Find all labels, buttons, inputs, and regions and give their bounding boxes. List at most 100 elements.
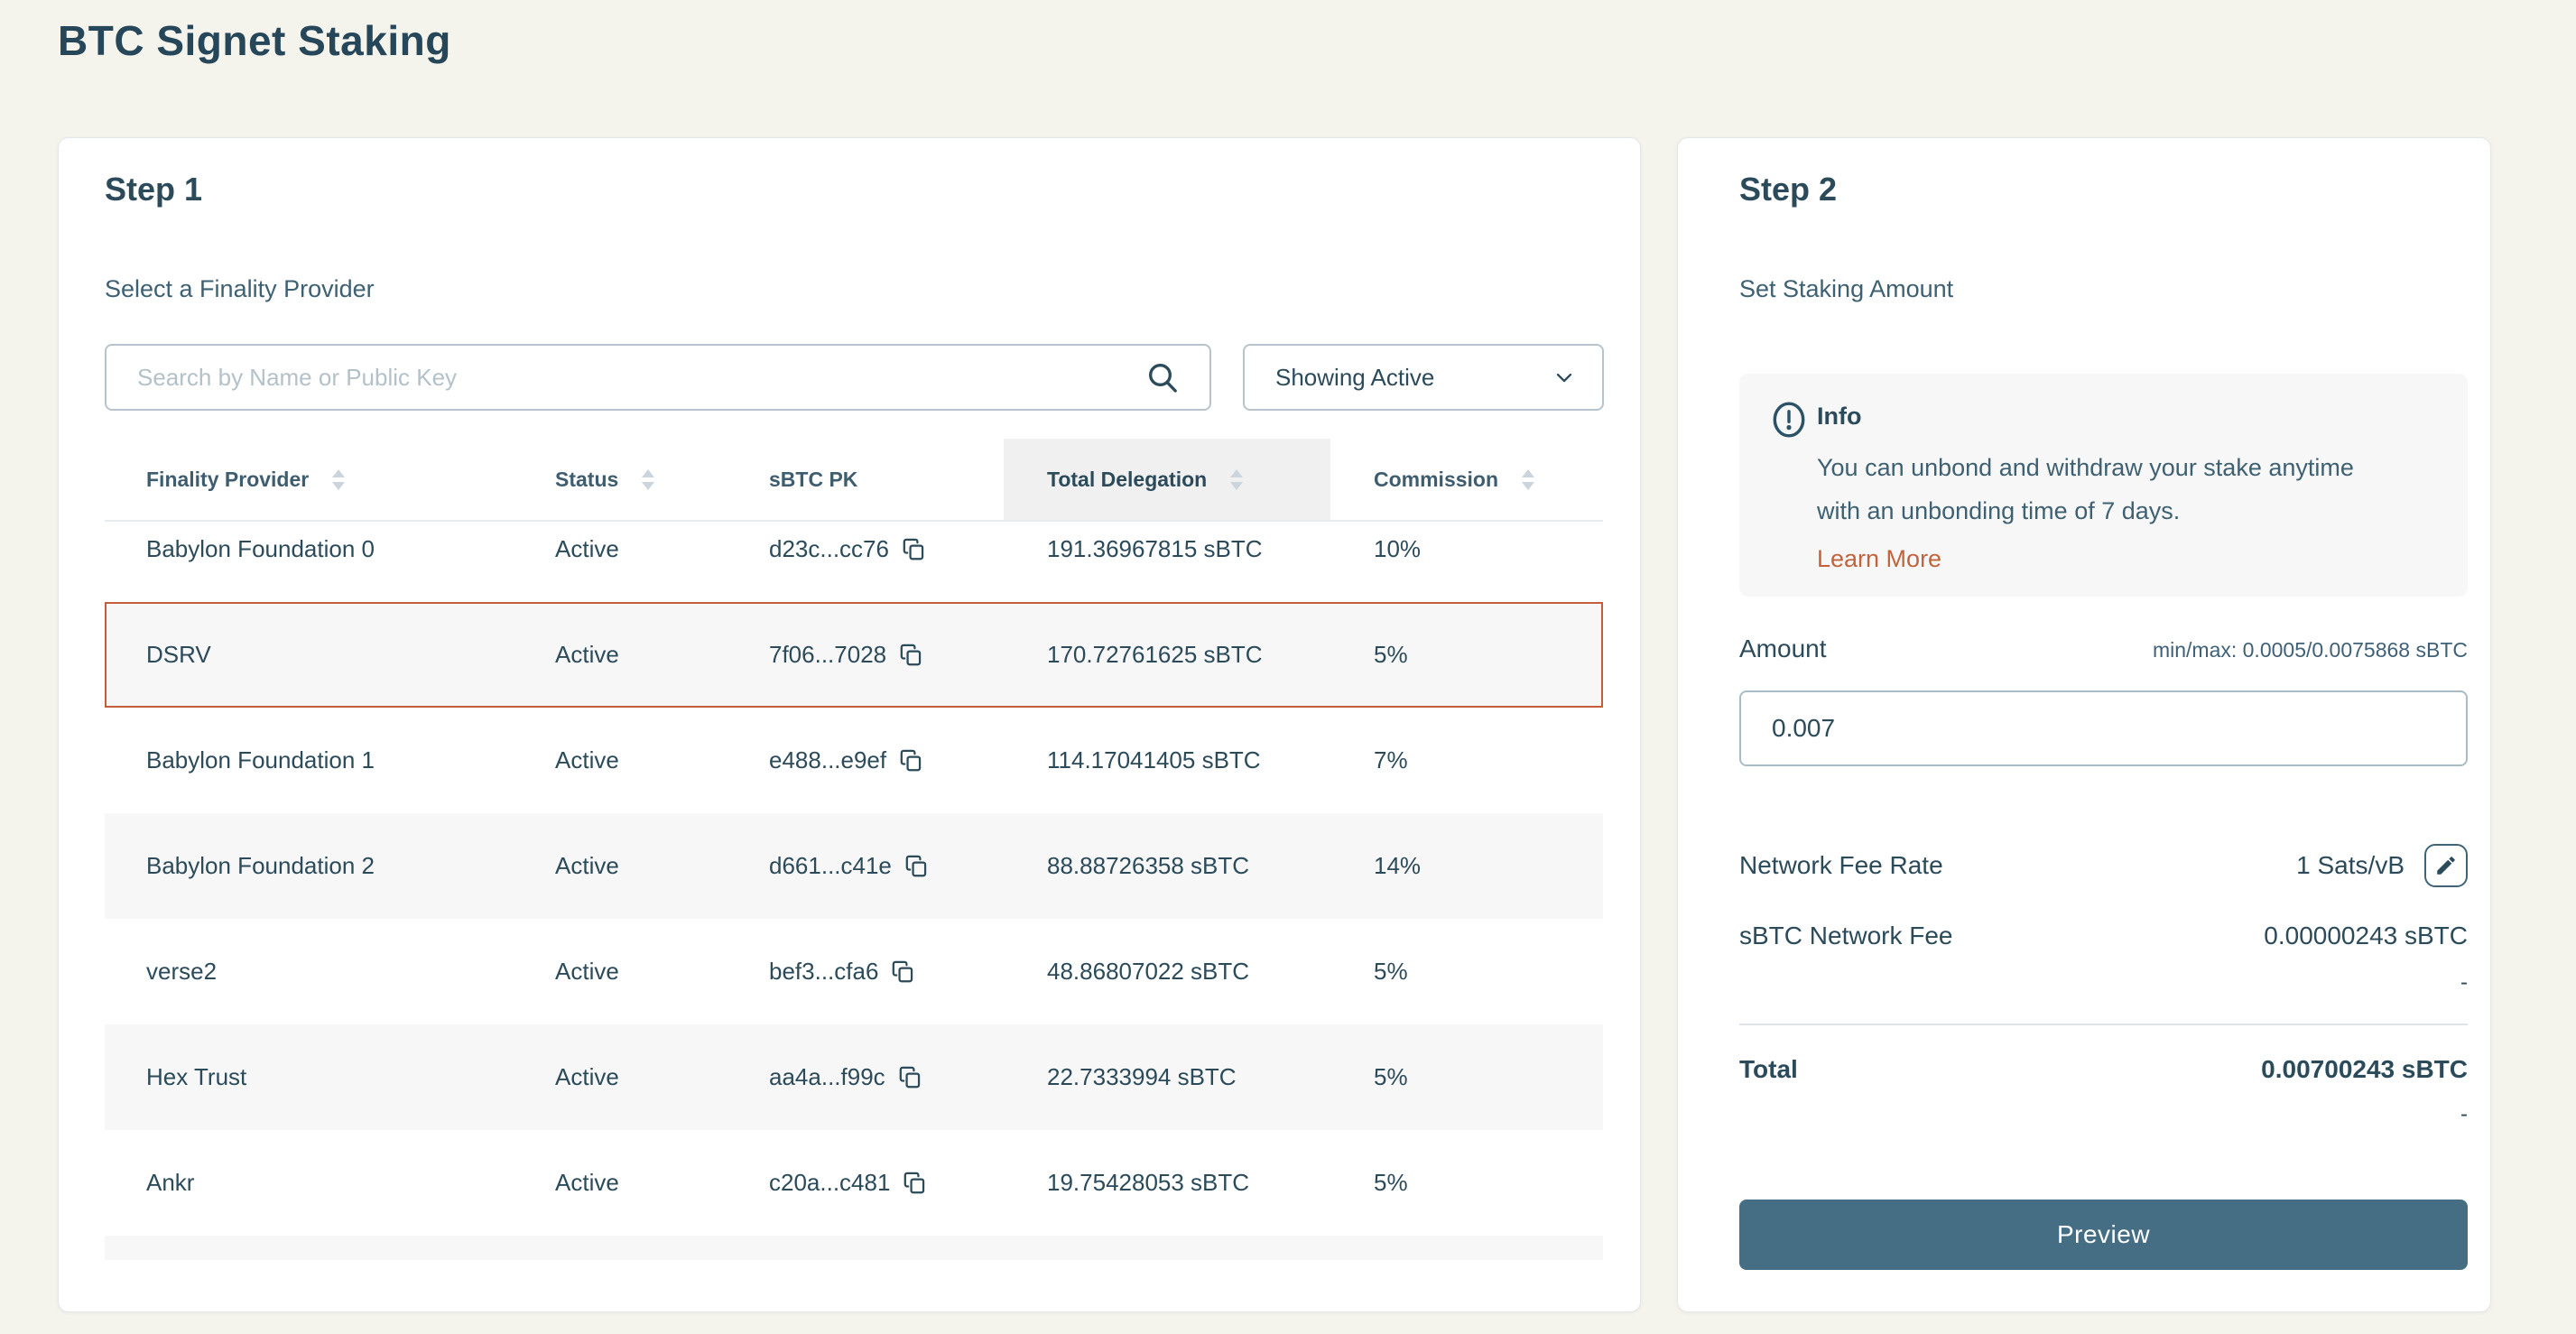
- column-label: sBTC PK: [769, 467, 858, 491]
- amount-label-row: Amount min/max: 0.0005/0.0075868 sBTC: [1739, 635, 2468, 663]
- provider-name: verse2: [146, 958, 218, 985]
- amount-minmax: min/max: 0.0005/0.0075868 sBTC: [2152, 638, 2468, 662]
- provider-status: Active: [555, 852, 619, 879]
- provider-pk-cell: d23c...cc76: [769, 535, 1004, 563]
- provider-row[interactable]: Babylon Foundation 2 Active d661...c41e …: [105, 813, 1603, 919]
- provider-total-delegation: 170.72761625 sBTC: [1047, 641, 1263, 668]
- sort-arrows-icon[interactable]: [332, 468, 346, 490]
- provider-row[interactable]: Babylon Foundation 0 Active d23c...cc76 …: [105, 522, 1603, 602]
- copy-icon[interactable]: [899, 748, 923, 773]
- provider-pk: d661...c41e: [769, 852, 892, 879]
- info-title: Info: [1817, 403, 1862, 430]
- total-row: Total 0.00700243 sBTC: [1739, 1055, 2468, 1084]
- page-title: BTC Signet Staking: [58, 17, 451, 64]
- pencil-icon: [2437, 857, 2455, 875]
- provider-status: Active: [555, 641, 619, 668]
- sort-arrows-icon[interactable]: [1230, 468, 1244, 490]
- provider-row[interactable]: Hex Trust Active aa4a...f99c 22.7333994 …: [105, 1024, 1603, 1130]
- search-box: [105, 344, 1211, 411]
- copy-icon[interactable]: [891, 959, 915, 984]
- copy-icon[interactable]: [898, 1065, 922, 1089]
- provider-status: Active: [555, 746, 619, 774]
- amount-input[interactable]: [1739, 690, 2468, 766]
- network-fee-rate-row: Network Fee Rate 1 Sats/vB: [1739, 844, 2468, 887]
- provider-total-delegation: 22.7333994 sBTC: [1047, 1063, 1237, 1090]
- total-label: Total: [1739, 1055, 1798, 1083]
- provider-commission: 7%: [1374, 746, 1408, 774]
- provider-commission: 14%: [1374, 852, 1422, 879]
- total-value: 0.00700243 sBTC: [2261, 1055, 2468, 1083]
- provider-pk: c20a...c481: [769, 1169, 891, 1196]
- provider-name: Ankr: [146, 1169, 195, 1196]
- info-box: Info You can unbond and withdraw your st…: [1739, 374, 2468, 597]
- sbtc-network-fee-value: 0.00000243 sBTC: [2264, 922, 2468, 950]
- column-header-finality-provider[interactable]: Finality Provider: [146, 439, 555, 520]
- sort-arrows-icon[interactable]: [642, 468, 655, 490]
- provider-pk-cell: bef3...cfa6: [769, 958, 1004, 986]
- provider-commission: 5%: [1374, 1169, 1408, 1196]
- provider-row[interactable]: Babylon Foundation 1 Active e488...e9ef …: [105, 708, 1603, 813]
- column-label: Total Delegation: [1047, 467, 1208, 491]
- copy-icon[interactable]: [902, 537, 926, 561]
- provider-commission: 5%: [1374, 1063, 1408, 1090]
- provider-pk: aa4a...f99c: [769, 1063, 885, 1090]
- provider-status: Active: [555, 958, 619, 985]
- provider-row[interactable]: DSRV Active 7f06...7028 170.72761625 sBT…: [105, 602, 1603, 708]
- step1-heading: Step 1: [105, 171, 203, 208]
- provider-pk-cell: d661...c41e: [769, 852, 1004, 880]
- provider-status: Active: [555, 535, 619, 562]
- column-label: Status: [555, 467, 619, 491]
- provider-row[interactable]: verse2 Active bef3...cfa6 48.86807022 sB…: [105, 919, 1603, 1024]
- sort-arrows-icon[interactable]: [1522, 468, 1535, 490]
- edit-fee-rate-button[interactable]: [2424, 844, 2468, 887]
- provider-pk-cell: c20a...c481: [769, 1169, 1004, 1197]
- provider-pk: 7f06...7028: [769, 641, 887, 668]
- copy-icon[interactable]: [903, 1171, 927, 1195]
- provider-name: Hex Trust: [146, 1063, 247, 1090]
- status-filter-dropdown[interactable]: Showing Active: [1243, 344, 1604, 411]
- network-fee-rate-value: 1 Sats/vB: [2296, 851, 2405, 879]
- provider-name: Babylon Foundation 2: [146, 852, 375, 879]
- info-body: You can unbond and withdraw your stake a…: [1817, 454, 2354, 524]
- chevron-down-icon: [1556, 373, 1572, 383]
- provider-name: Babylon Foundation 0: [146, 535, 375, 562]
- provider-commission: 10%: [1374, 535, 1422, 562]
- amount-label: Amount: [1739, 635, 1827, 662]
- sbtc-network-fee-secondary: -: [2460, 970, 2468, 995]
- column-header-status[interactable]: Status: [555, 439, 769, 520]
- sbtc-network-fee-row: sBTC Network Fee 0.00000243 sBTC: [1739, 922, 2468, 950]
- preview-button[interactable]: Preview: [1739, 1200, 2468, 1270]
- total-secondary: -: [2460, 1102, 2468, 1126]
- search-input[interactable]: [107, 363, 1144, 392]
- provider-pk-cell: 7f06...7028: [769, 641, 1004, 669]
- search-icon[interactable]: [1144, 359, 1181, 395]
- provider-status: Active: [555, 1169, 619, 1196]
- column-header-commission[interactable]: Commission: [1330, 439, 1603, 520]
- step1-subheading: Select a Finality Provider: [105, 275, 375, 302]
- column-header-sbtc-pk: sBTC PK: [769, 439, 1004, 520]
- network-fee-rate-label: Network Fee Rate: [1739, 851, 1943, 879]
- total-divider: [1739, 1024, 2468, 1025]
- learn-more-link[interactable]: Learn More: [1817, 545, 1942, 572]
- info-icon: [1773, 402, 1805, 438]
- provider-pk: d23c...cc76: [769, 535, 889, 562]
- provider-row-partial[interactable]: [105, 1236, 1603, 1260]
- provider-total-delegation: 114.17041405 sBTC: [1047, 746, 1261, 774]
- column-label: Finality Provider: [146, 467, 310, 491]
- column-label: Commission: [1374, 467, 1499, 491]
- column-header-total-delegation[interactable]: Total Delegation: [1004, 439, 1330, 520]
- provider-pk-cell: aa4a...f99c: [769, 1063, 1004, 1091]
- provider-total-delegation: 19.75428053 sBTC: [1047, 1169, 1250, 1196]
- provider-pk: bef3...cfa6: [769, 958, 879, 985]
- provider-commission: 5%: [1374, 958, 1408, 985]
- provider-pk: e488...e9ef: [769, 746, 887, 774]
- provider-name: Babylon Foundation 1: [146, 746, 375, 774]
- provider-row[interactable]: Ankr Active c20a...c481 19.75428053 sBTC…: [105, 1130, 1603, 1236]
- copy-icon[interactable]: [904, 854, 929, 878]
- step2-card: Step 2 Set Staking Amount Info You can u…: [1677, 137, 2491, 1312]
- provider-status: Active: [555, 1063, 619, 1090]
- status-filter-value: Showing Active: [1275, 363, 1435, 391]
- copy-icon[interactable]: [899, 643, 923, 667]
- step2-heading: Step 2: [1739, 171, 1838, 208]
